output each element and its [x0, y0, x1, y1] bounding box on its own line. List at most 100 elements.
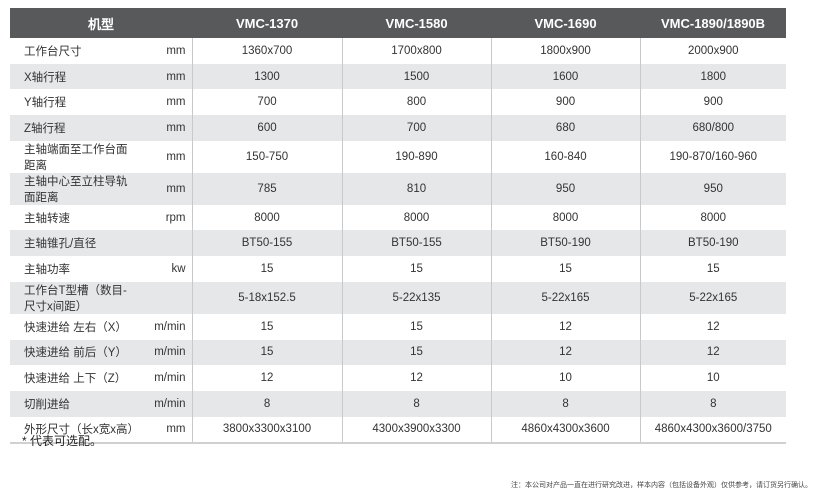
row-label: 主轴转速: [24, 212, 70, 225]
cell-value: 1600: [490, 63, 641, 90]
cell-value: 3800x3300x3100: [191, 416, 343, 445]
row-label: X轴行程: [10, 63, 138, 90]
cell-value: 5-18x152.5: [191, 281, 343, 314]
row-label: 切削进给: [10, 390, 138, 417]
row-label: 快速进给 左右（X）: [24, 321, 127, 334]
table-row: 主轴端面至工作台面距离 mm 150-750 190-890 160-840 190-87…: [10, 140, 787, 173]
row-label: 主轴功率: [24, 263, 70, 276]
row-unit: kw: [171, 262, 186, 275]
cell-value: 12: [639, 313, 787, 340]
table-row: 切削进给 m/min 8 8 8 8: [10, 390, 787, 417]
table-row: 快速进给 前后（Y） m/min 15 15 12 12: [10, 339, 787, 366]
cell-value: 4860x4300x3600: [490, 416, 641, 445]
row-unit: mm: [166, 44, 186, 57]
cell-value: 5-22x135: [341, 281, 492, 314]
table-row: 主轴功率 kw 15 15 15 15: [10, 256, 787, 282]
row-unit: m/min: [154, 372, 186, 385]
cell-value: 950: [490, 172, 641, 205]
row-label: 工作台T型槽（数目-尺寸x间距）: [10, 281, 138, 314]
cell-value: 4300x3900x3300: [341, 416, 492, 445]
cell-value: 785: [191, 172, 343, 205]
cell-value: 8000: [191, 204, 343, 231]
cell-value: 12: [341, 365, 492, 391]
header-model-label: 机型: [10, 8, 193, 38]
row-label: 快速进给 前后（Y）: [10, 339, 138, 366]
row-unit: mm: [166, 96, 186, 109]
cell-value: 4860x4300x3600/3750: [639, 416, 787, 445]
cell-value: 8000: [490, 204, 641, 231]
row-label: 快速进给 上下（Z）: [24, 373, 127, 386]
cell-value: 8000: [639, 204, 787, 231]
cell-value: 190-870/160-960: [639, 140, 787, 173]
cell-value: BT50-155: [341, 230, 492, 257]
cell-value: 15: [341, 256, 492, 282]
table-row: 工作台T型槽（数目-尺寸x间距） 5-18x152.5 5-22x135 5-22x1…: [10, 281, 787, 314]
table-row: 工作台尺寸 mm 1360x700 1700x800 1800x900 2000x900: [10, 38, 787, 64]
cell-value: 810: [341, 172, 492, 205]
header-model: VMC-1890/1890B: [640, 8, 787, 38]
cell-value: 1500: [341, 63, 492, 90]
table-row: 外形尺寸（长x宽x高） mm 3800x3300x3100 4300x3900x330…: [10, 416, 787, 445]
cell-value: 1700x800: [341, 38, 492, 64]
cell-value: 700: [191, 89, 343, 116]
spec-table: 机型 VMC-1370 VMC-1580 VMC-1690 VMC-1890/1…: [10, 8, 787, 445]
row-label: 外形尺寸（长x宽x高）: [10, 416, 139, 445]
table-row: 快速进给 上下（Z） m/min 12 12 10 10: [10, 365, 787, 391]
row-unit: mm: [138, 63, 193, 90]
cell-value: 1800x900: [490, 38, 641, 64]
header-model: VMC-1370: [192, 8, 343, 38]
row-unit: mm: [138, 416, 193, 445]
row-unit: mm: [138, 115, 193, 141]
footnote: * 代表可选配。: [22, 434, 103, 448]
cell-value: 15: [639, 256, 787, 282]
header-model: VMC-1580: [342, 8, 492, 38]
cell-value: 680/800: [639, 115, 787, 141]
table-row: 主轴锥孔/直径 BT50-155 BT50-155 BT50-190 BT50-190: [10, 230, 787, 257]
row-unit: [138, 230, 193, 257]
cell-value: 12: [639, 339, 787, 366]
cell-value: 1300: [191, 63, 343, 90]
cell-value: 600: [191, 115, 343, 141]
table-row: X轴行程 mm 1300 1500 1600 1800: [10, 63, 787, 90]
cell-value: 900: [639, 89, 787, 116]
row-label: Z轴行程: [10, 115, 138, 141]
row-unit: [138, 281, 193, 314]
cell-value: BT50-155: [191, 230, 343, 257]
cell-value: 2000x900: [639, 38, 787, 64]
cell-value: 15: [490, 256, 641, 282]
cell-value: 950: [639, 172, 787, 205]
cell-value: 8: [341, 390, 492, 417]
row-label: 主轴端面至工作台面距离: [24, 143, 128, 172]
disclaimer-note: 注：本公司对产品一直在进行研究改进，样本内容（包括设备外观）仅供参考，请订货另行…: [511, 482, 812, 489]
cell-value: 8: [490, 390, 641, 417]
cell-value: 15: [191, 256, 343, 282]
row-unit: rpm: [165, 211, 186, 224]
cell-value: 15: [191, 339, 343, 366]
header-row: 机型 VMC-1370 VMC-1580 VMC-1690 VMC-1890/1…: [10, 8, 787, 38]
table-row: 快速进给 左右（X） m/min 15 15 12 12: [10, 313, 787, 340]
table-row: 主轴转速 rpm 8000 8000 8000 8000: [10, 204, 787, 231]
cell-value: 700: [341, 115, 492, 141]
cell-value: 160-840: [490, 140, 641, 173]
cell-value: 190-890: [341, 140, 492, 173]
table-row: 主轴中心至立柱导轨面距离 mm 785 810 950 950: [10, 172, 787, 205]
cell-value: 1800: [639, 63, 787, 90]
cell-value: 8: [191, 390, 343, 417]
cell-value: 8000: [341, 204, 492, 231]
cell-value: 5-22x165: [490, 281, 641, 314]
row-label: 工作台尺寸: [24, 45, 82, 58]
cell-value: 5-22x165: [639, 281, 787, 314]
table-row: Z轴行程 mm 600 700 680 680/800: [10, 115, 787, 141]
row-unit: mm: [166, 150, 186, 163]
row-unit: m/min: [138, 339, 193, 366]
cell-value: 15: [341, 339, 492, 366]
cell-value: 15: [341, 313, 492, 340]
cell-value: 15: [191, 313, 343, 340]
cell-value: 12: [191, 365, 343, 391]
cell-value: BT50-190: [490, 230, 641, 257]
cell-value: BT50-190: [639, 230, 787, 257]
cell-value: 8: [639, 390, 787, 417]
row-unit: m/min: [154, 320, 186, 333]
cell-value: 680: [490, 115, 641, 141]
cell-value: 10: [490, 365, 641, 391]
